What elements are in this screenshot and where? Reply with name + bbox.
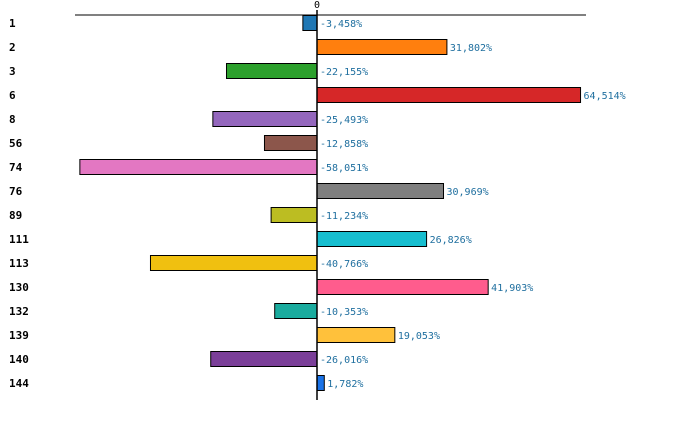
- value-label-89: -11,234%: [320, 211, 368, 222]
- category-label-144: 144: [9, 377, 29, 390]
- bar-1: [302, 15, 318, 31]
- category-label-56: 56: [9, 137, 23, 150]
- value-label-76: 30,969%: [447, 187, 489, 198]
- category-label-111: 111: [9, 233, 29, 246]
- bar-89: [270, 207, 318, 223]
- value-label-3: -22,155%: [320, 67, 368, 78]
- category-label-130: 130: [9, 281, 29, 294]
- bar-74: [79, 159, 318, 175]
- bar-111: [316, 231, 428, 247]
- bar-113: [149, 255, 318, 271]
- category-label-1: 1: [9, 17, 16, 30]
- bar-2: [316, 39, 448, 55]
- value-label-113: -40,766%: [320, 259, 368, 270]
- bar-76: [316, 183, 445, 199]
- bar-132: [274, 303, 318, 319]
- value-label-130: 41,903%: [491, 283, 533, 294]
- bar-3: [225, 63, 318, 79]
- value-label-1: -3,458%: [320, 19, 362, 30]
- value-label-140: -26,016%: [320, 355, 368, 366]
- value-label-6: 64,514%: [584, 91, 626, 102]
- value-label-74: -58,051%: [320, 163, 368, 174]
- category-label-113: 113: [9, 257, 29, 270]
- value-label-111: 26,826%: [430, 235, 472, 246]
- category-label-3: 3: [9, 65, 16, 78]
- category-label-2: 2: [9, 41, 16, 54]
- bar-144: [316, 375, 325, 391]
- category-label-6: 6: [9, 89, 16, 102]
- category-label-74: 74: [9, 161, 23, 174]
- category-label-8: 8: [9, 113, 16, 126]
- value-label-132: -10,353%: [320, 307, 368, 318]
- bar-8: [212, 111, 318, 127]
- zero-tick-label: 0: [314, 0, 320, 11]
- value-label-139: 19,053%: [398, 331, 440, 342]
- value-label-56: -12,858%: [320, 139, 368, 150]
- bar-139: [316, 327, 396, 343]
- bar-130: [316, 279, 489, 295]
- category-label-139: 139: [9, 329, 29, 342]
- value-label-144: 1,782%: [327, 379, 363, 390]
- bar-6: [316, 87, 582, 103]
- bar-56: [263, 135, 318, 151]
- category-label-140: 140: [9, 353, 29, 366]
- category-label-89: 89: [9, 209, 22, 222]
- bar-140: [210, 351, 318, 367]
- value-label-2: 31,802%: [450, 43, 492, 54]
- category-label-132: 132: [9, 305, 29, 318]
- category-label-76: 76: [9, 185, 23, 198]
- value-label-8: -25,493%: [320, 115, 368, 126]
